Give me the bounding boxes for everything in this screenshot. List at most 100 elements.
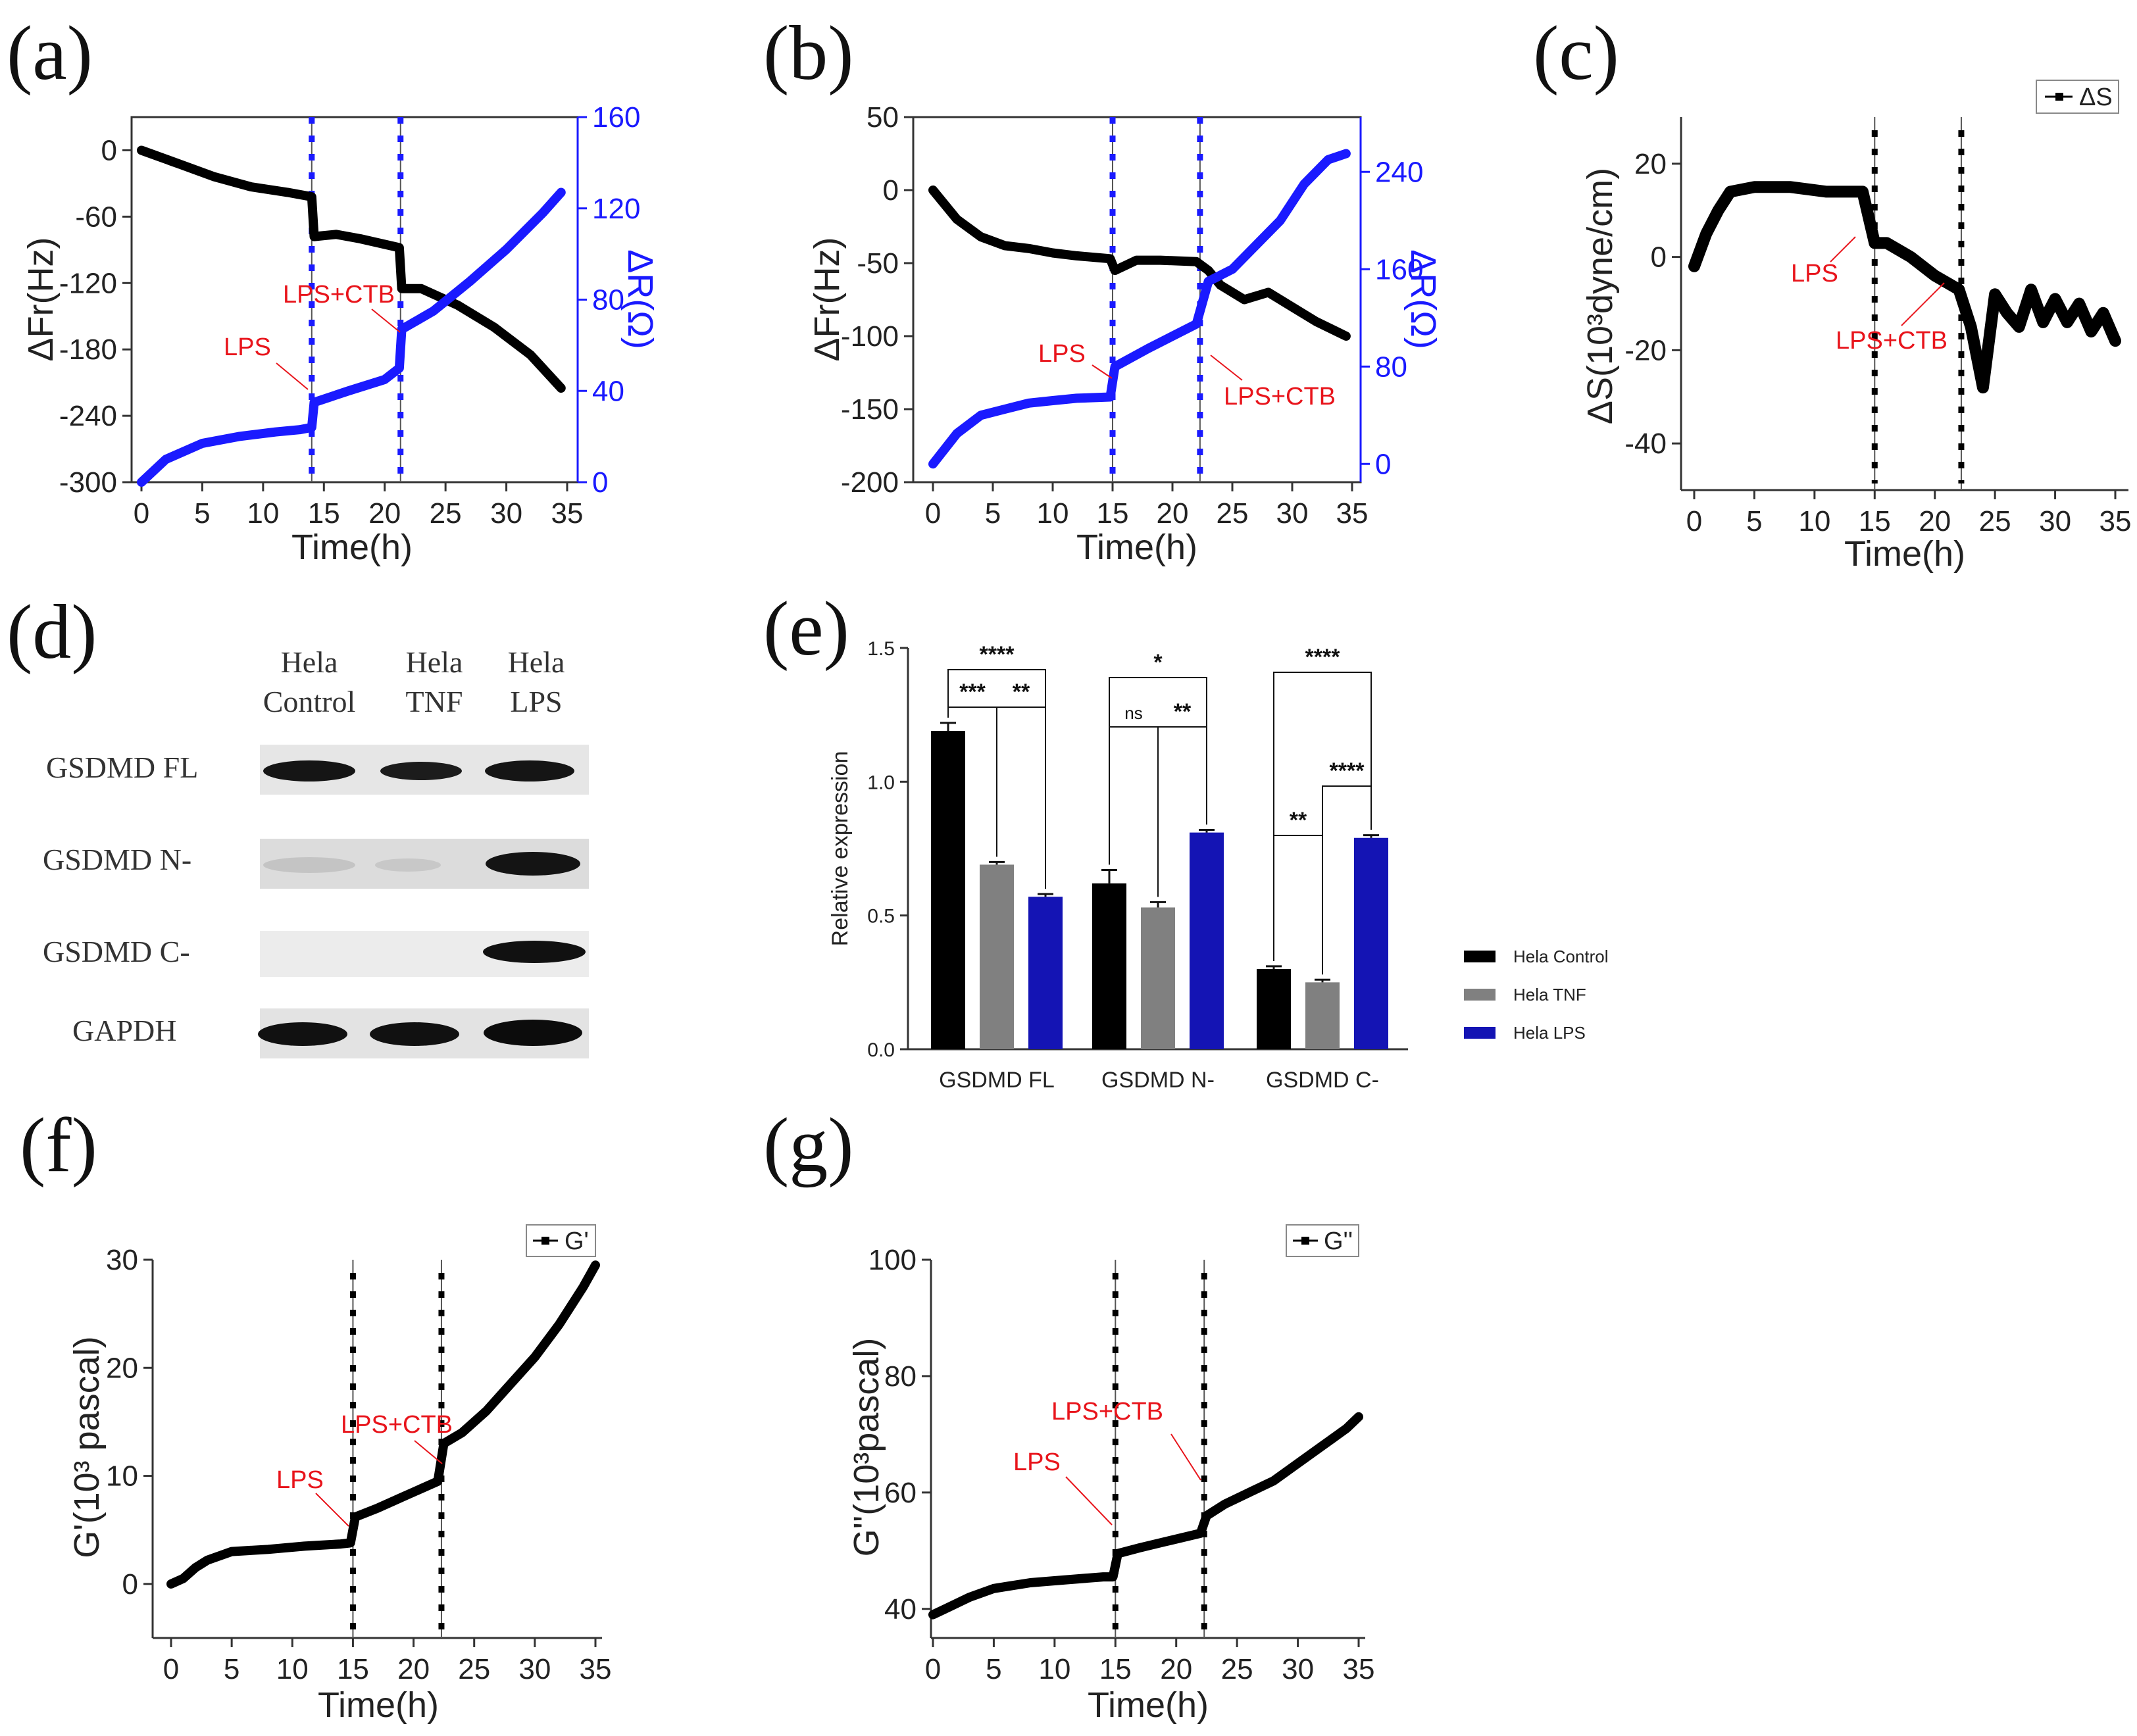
panel-label-g: (g)	[763, 1102, 854, 1188]
col-header-lps-1: Hela	[508, 645, 565, 679]
category-label-e: GSDMD FL	[939, 1068, 1055, 1093]
category-label-e: GSDMD C-	[1266, 1068, 1379, 1093]
col-header-tnf-2: TNF	[406, 685, 463, 718]
significance-label: ****	[980, 642, 1015, 667]
data-point-g	[1065, 1577, 1069, 1582]
bar-hela-lps	[1190, 832, 1224, 1049]
data-point-a	[504, 247, 509, 252]
data-point-b	[1194, 259, 1199, 264]
data-point-b	[1230, 267, 1234, 272]
data-point-b	[1206, 279, 1211, 284]
row-label-gapdh: GAPDH	[72, 1014, 176, 1047]
row-label-gsdmd-c: GSDMD C-	[43, 935, 190, 968]
significance-bracket	[1273, 672, 1372, 961]
legend-box-f	[526, 1224, 596, 1257]
data-point-b	[1108, 395, 1113, 399]
data-point-b	[1003, 407, 1007, 411]
panel-label-c: (c)	[1533, 10, 1619, 96]
data-point-b	[1146, 346, 1151, 351]
data-point-g	[992, 1586, 996, 1591]
data-point-a	[200, 441, 205, 446]
data-point-g	[1295, 1461, 1300, 1466]
annotation-lps-ctb-b: LPS+CTB	[1224, 383, 1336, 410]
arrow-lps-a	[276, 362, 309, 390]
x-tick-label-c: 25	[1979, 505, 2011, 537]
x-tick-label-g: 30	[1282, 1653, 1314, 1685]
data-point-a	[163, 457, 168, 462]
col-header-control-2: Control	[263, 685, 356, 718]
y-tick-label-a: 0	[101, 134, 117, 166]
data-point-b	[1026, 246, 1031, 251]
y2-tick-label-b: 160	[1375, 253, 1423, 285]
x-tick-label-g: 25	[1221, 1653, 1253, 1685]
x-tick-label-c: 10	[1798, 505, 1830, 537]
y2-tick-label-b: 80	[1375, 351, 1407, 383]
data-point-f	[484, 1409, 489, 1413]
data-point-f	[302, 1544, 307, 1549]
x-tick-label-c: 0	[1686, 505, 1702, 537]
data-point-g	[1344, 1426, 1349, 1431]
data-point-f	[581, 1285, 586, 1289]
series-ΔFr-a	[137, 145, 566, 393]
legend-label-e: Hela TNF	[1513, 985, 1586, 1004]
x-tick-label-a: 10	[247, 497, 279, 530]
data-point-b	[1344, 151, 1348, 156]
x-tick-label-b: 25	[1217, 497, 1249, 530]
annotation-lps-b: LPS	[1038, 340, 1086, 368]
y2-tick-label-a: 0	[592, 466, 608, 499]
y2-tick-label-b: 240	[1375, 156, 1423, 188]
significance-label: ****	[1305, 645, 1341, 670]
x-axis-label-c: Time(h)	[1844, 534, 1965, 574]
panel-label-d: (d)	[7, 589, 97, 675]
y-axis-label-f: G'(10³ pascal)	[67, 1336, 107, 1558]
data-point-c	[1788, 185, 1793, 189]
data-point-g	[1138, 1545, 1142, 1550]
data-point-b	[1302, 182, 1307, 186]
legend-label-c: ΔS	[2079, 84, 2113, 111]
legend-label-e: Hela LPS	[1513, 1023, 1586, 1043]
data-point-b	[1194, 322, 1199, 326]
x-tick-label-f: 0	[163, 1653, 179, 1685]
arrow-lps-g	[1065, 1476, 1113, 1525]
y-tick-label-a: -60	[75, 201, 117, 233]
series-ΔS-c	[1688, 181, 2121, 394]
panel-a: (a) 0 5 10 15 20 25 30 35 -300 -240 -180 -120 -60 0 0 4…	[7, 10, 660, 567]
x-axis-label-a: Time(h)	[291, 528, 413, 567]
row-label-gsdmd-n: GSDMD N-	[43, 843, 191, 876]
x-tick-label-c: 15	[1859, 505, 1891, 537]
data-point-f	[509, 1381, 513, 1386]
data-point-c	[1824, 189, 1829, 194]
data-point-g	[1198, 1531, 1203, 1535]
blot-gapdh	[258, 1008, 589, 1058]
data-point-a	[285, 190, 289, 195]
data-point-a	[399, 327, 404, 332]
legend-swatch-e	[1464, 989, 1496, 1001]
y-tick-label-b: 50	[867, 101, 899, 134]
data-point-a	[559, 386, 563, 391]
legend-swatch-e	[1464, 1027, 1496, 1039]
data-point-g	[1271, 1479, 1276, 1483]
x-tick-label-b: 0	[925, 497, 941, 530]
significance-bracket	[1109, 726, 1159, 897]
data-point-g	[1204, 1514, 1209, 1518]
y-tick-label-f: 20	[106, 1352, 138, 1384]
significance-label: **	[1174, 699, 1192, 724]
x-tick-label-b: 5	[985, 497, 1001, 530]
annotation-lps-ctb-c: LPS+CTB	[1836, 327, 1948, 355]
significance-label: *	[1153, 650, 1163, 675]
arrow-lps-ctb-b	[1210, 355, 1243, 381]
data-point-b	[931, 188, 935, 192]
data-point-g	[1222, 1502, 1227, 1506]
data-point-a	[139, 480, 143, 484]
data-point-c	[1861, 189, 1865, 194]
legend-label-g: G''	[1324, 1228, 1353, 1255]
x-tick-label-a: 25	[430, 497, 462, 530]
x-tick-label-f: 25	[458, 1653, 490, 1685]
y-tick-label-a: -300	[59, 466, 117, 499]
annotation-lps-ctb-a: LPS+CTB	[283, 281, 395, 309]
data-point-f	[169, 1581, 173, 1586]
y-tick-label-b: -200	[841, 466, 899, 499]
y-tick-label-f: 10	[106, 1460, 138, 1493]
